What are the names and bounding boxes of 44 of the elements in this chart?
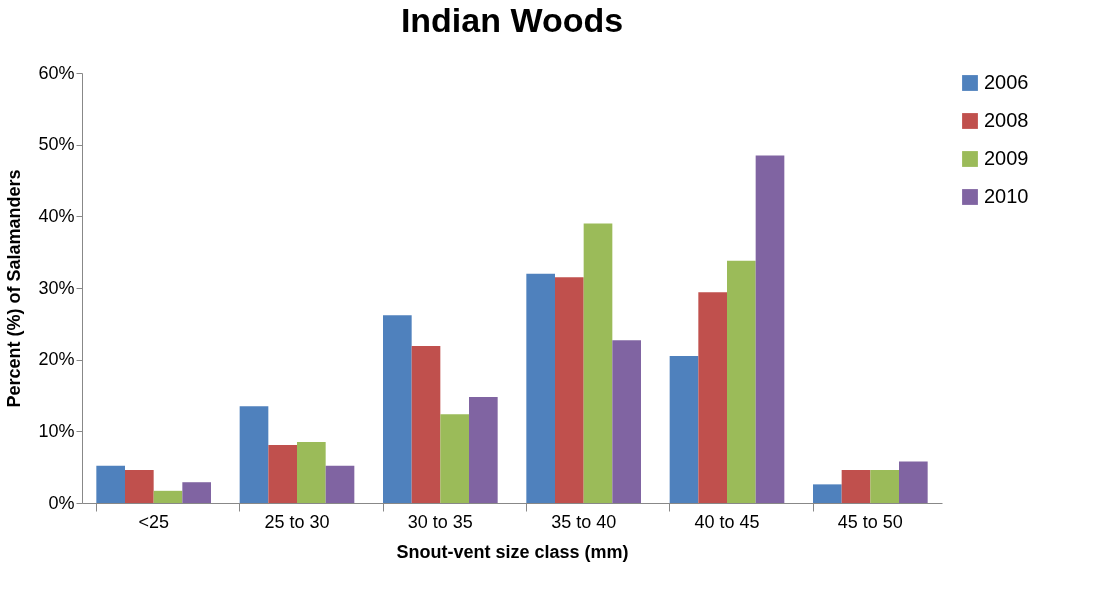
legend-label: 2008 — [984, 109, 1029, 131]
bar — [297, 442, 326, 503]
bar — [555, 277, 584, 503]
bar — [727, 260, 756, 503]
bar — [870, 470, 899, 503]
y-tick-label: 10% — [38, 420, 75, 441]
x-tick-label: 35 to 40 — [551, 511, 617, 532]
bar — [612, 340, 641, 503]
bar — [526, 273, 555, 503]
legend-label: 2010 — [984, 185, 1029, 207]
bar — [411, 346, 441, 503]
x-tick-label: 30 to 35 — [407, 511, 473, 532]
y-axis-title: Percent (%) of Salamanders — [4, 169, 25, 408]
bar — [813, 484, 842, 503]
legend-label: 2009 — [984, 147, 1029, 169]
y-tick-label: 20% — [38, 349, 75, 370]
x-tick-label: <25 — [138, 511, 169, 532]
x-tick-label: 45 to 50 — [837, 511, 903, 532]
y-tick-label: 60% — [38, 62, 75, 83]
bar — [755, 155, 785, 503]
bar — [899, 461, 928, 503]
bar — [698, 292, 727, 503]
bar — [96, 465, 125, 503]
bar — [153, 490, 183, 503]
bar — [325, 465, 355, 503]
bar — [383, 315, 412, 503]
bar — [239, 406, 269, 503]
bar — [268, 444, 297, 503]
y-tick-label: 30% — [38, 277, 75, 298]
bar — [583, 223, 613, 503]
x-axis-title: Snout-vent size class (mm) — [396, 541, 629, 562]
y-tick-label: 50% — [38, 134, 75, 155]
y-tick-label: 0% — [48, 492, 75, 513]
bar — [125, 470, 154, 503]
bar — [440, 414, 469, 503]
legend-label: 2006 — [984, 71, 1029, 93]
chart-title: Indian Woods — [400, 1, 624, 39]
bar — [841, 470, 871, 503]
y-tick-label: 40% — [38, 205, 75, 226]
x-tick-label: 25 to 30 — [264, 511, 330, 532]
bar — [669, 356, 699, 503]
bar — [469, 396, 498, 503]
bar — [182, 482, 211, 503]
x-tick-label: 40 to 45 — [694, 511, 760, 532]
